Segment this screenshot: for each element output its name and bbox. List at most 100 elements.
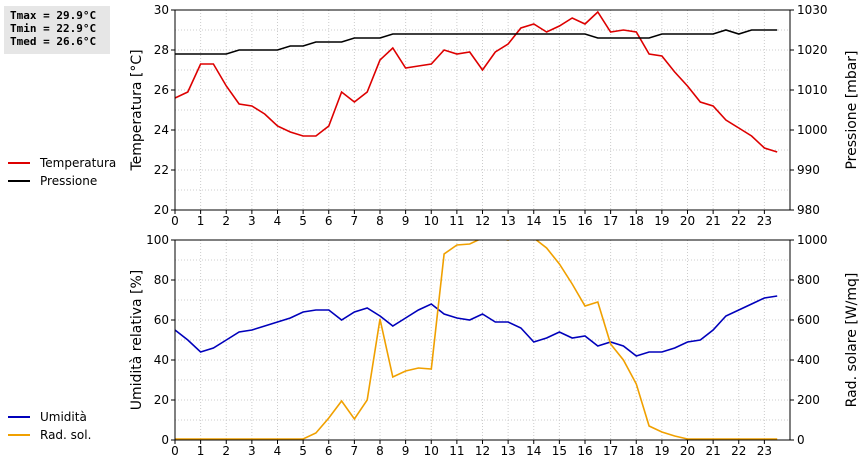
x-tick-label: 4 xyxy=(274,444,282,458)
x-tick-label: 3 xyxy=(248,214,256,228)
x-tick-label: 7 xyxy=(351,444,359,458)
y-tick-label-left: 24 xyxy=(154,123,169,137)
x-tick-label: 16 xyxy=(577,214,592,228)
series-line-temperatura xyxy=(175,10,778,153)
x-tick-label: 1 xyxy=(197,444,205,458)
series-line-umidit xyxy=(175,295,778,357)
x-tick-label: 16 xyxy=(577,444,592,458)
x-tick-label: 9 xyxy=(402,214,410,228)
legend-swatch-temperatura xyxy=(8,162,30,164)
x-tick-label: 8 xyxy=(376,444,384,458)
x-tick-label: 15 xyxy=(552,444,567,458)
legend-label-pressione: Pressione xyxy=(40,174,98,188)
stats-tmed: Tmed = 26.6°C xyxy=(10,35,97,48)
plot-frame xyxy=(174,9,791,211)
y-tick-label-right: 600 xyxy=(797,313,820,327)
y-axis-label-left: Temperatura [°C] xyxy=(129,49,145,171)
y-tick-label-right: 1030 xyxy=(797,3,828,17)
legend-swatch-pressione xyxy=(8,180,30,182)
x-tick-label: 18 xyxy=(629,444,644,458)
y-tick-label-right: 990 xyxy=(797,163,820,177)
x-tick-label: 11 xyxy=(449,214,464,228)
y-tick-label-left: 0 xyxy=(161,433,169,447)
y-tick-label-right: 400 xyxy=(797,353,820,367)
y-tick-label-right: 200 xyxy=(797,393,820,407)
y-tick-label-left: 100 xyxy=(146,233,169,247)
x-tick-label: 3 xyxy=(248,444,256,458)
x-tick-label: 19 xyxy=(654,444,669,458)
x-tick-label: 5 xyxy=(299,214,307,228)
legend-bottom: Umidità Rad. sol. xyxy=(8,408,91,444)
x-tick-label: 12 xyxy=(475,444,490,458)
legend-label-temperatura: Temperatura xyxy=(40,156,117,170)
y-tick-label-right: 0 xyxy=(797,433,805,447)
x-tick-label: 14 xyxy=(526,214,541,228)
y-tick-label-left: 40 xyxy=(154,353,169,367)
x-tick-label: 21 xyxy=(705,444,720,458)
y-tick-label-left: 26 xyxy=(154,83,169,97)
legend-top: Temperatura Pressione xyxy=(8,154,116,190)
x-tick-label: 2 xyxy=(222,214,230,228)
x-tick-label: 17 xyxy=(603,214,618,228)
y-tick-label-right: 800 xyxy=(797,273,820,287)
legend-item-temperatura: Temperatura xyxy=(8,154,116,172)
x-tick-label: 10 xyxy=(424,444,439,458)
x-tick-label: 22 xyxy=(731,214,746,228)
chart-humidity-radiation: 0 1 2 3 4 5 6 7 8 9 10 11 12 13 14 15 16 17 18 19 20 21 22 2302… xyxy=(129,233,860,458)
legend-item-rad-sol: Rad. sol. xyxy=(8,426,91,444)
x-tick-label: 13 xyxy=(500,214,515,228)
y-axis-label-right: Pressione [mbar] xyxy=(844,50,860,169)
x-tick-label: 4 xyxy=(274,214,282,228)
x-tick-label: 0 xyxy=(171,214,179,228)
x-tick-label: 23 xyxy=(757,444,772,458)
x-tick-label: 6 xyxy=(325,444,333,458)
x-tick-label: 2 xyxy=(222,444,230,458)
x-tick-label: 11 xyxy=(449,444,464,458)
y-axis-label-left: Umidità relativa [%] xyxy=(129,270,145,411)
y-tick-label-right: 1010 xyxy=(797,83,828,97)
x-tick-label: 14 xyxy=(526,444,541,458)
x-tick-label: 20 xyxy=(680,444,695,458)
x-tick-label: 12 xyxy=(475,214,490,228)
x-tick-label: 13 xyxy=(500,444,515,458)
x-tick-label: 9 xyxy=(402,444,410,458)
x-tick-label: 18 xyxy=(629,214,644,228)
x-tick-label: 21 xyxy=(705,214,720,228)
stats-box: Tmax = 29.9°C Tmin = 22.9°C Tmed = 26.6°C xyxy=(4,6,110,54)
legend-item-pressione: Pressione xyxy=(8,172,116,190)
x-tick-label: 7 xyxy=(351,214,359,228)
x-tick-label: 19 xyxy=(654,214,669,228)
stats-tmin: Tmin = 22.9°C xyxy=(10,22,97,35)
legend-label-rad-sol: Rad. sol. xyxy=(40,428,92,442)
y-tick-label-right: 980 xyxy=(797,203,820,217)
y-tick-label-right: 1000 xyxy=(797,233,828,247)
x-tick-label: 22 xyxy=(731,444,746,458)
chart-temperature-pressure: 0 1 2 3 4 5 6 7 8 9 10 11 12 13 14 15 16 17 18 19 20 21 22 2320… xyxy=(129,3,860,228)
x-tick-label: 5 xyxy=(299,444,307,458)
y-tick-label-left: 60 xyxy=(154,313,169,327)
y-axis-label-right: Rad. solare [W/mq] xyxy=(844,273,860,408)
series-line-rad-sol xyxy=(175,240,778,440)
y-tick-label-left: 20 xyxy=(154,203,169,217)
series-line-pressione xyxy=(175,29,778,55)
x-tick-label: 8 xyxy=(376,214,384,228)
x-tick-label: 6 xyxy=(325,214,333,228)
y-tick-label-left: 30 xyxy=(154,3,169,17)
x-tick-label: 23 xyxy=(757,214,772,228)
legend-swatch-umidita xyxy=(8,416,30,418)
legend-item-umidita: Umidità xyxy=(8,408,91,426)
x-tick-label: 0 xyxy=(171,444,179,458)
legend-label-umidita: Umidità xyxy=(40,410,87,424)
stats-tmax: Tmax = 29.9°C xyxy=(10,9,97,22)
y-tick-label-left: 28 xyxy=(154,43,169,57)
x-tick-label: 10 xyxy=(424,214,439,228)
x-tick-label: 17 xyxy=(603,444,618,458)
y-tick-label-right: 1020 xyxy=(797,43,828,57)
x-tick-label: 20 xyxy=(680,214,695,228)
y-tick-label-left: 80 xyxy=(154,273,169,287)
x-tick-label: 15 xyxy=(552,214,567,228)
plot-frame xyxy=(174,239,791,441)
legend-swatch-rad-sol xyxy=(8,434,30,436)
x-tick-label: 1 xyxy=(197,214,205,228)
